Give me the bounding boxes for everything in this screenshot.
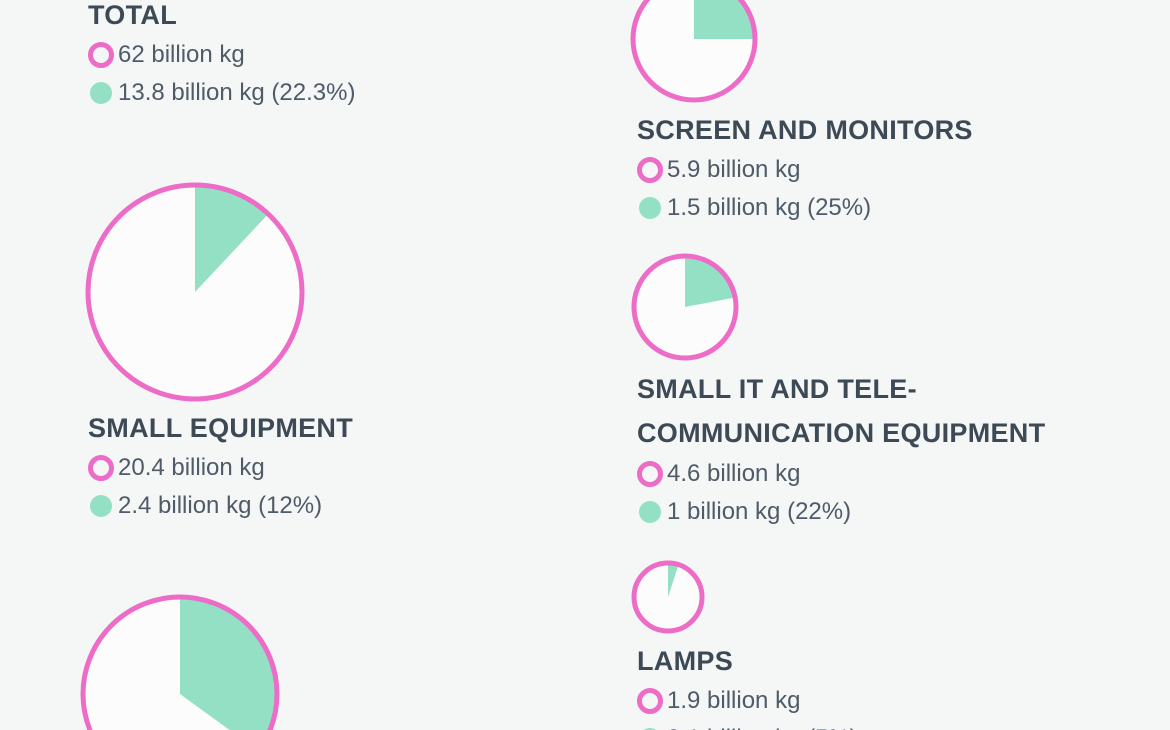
section-title-small-it: SMALL IT AND TELE- COMMUNICATION EQUIPME… xyxy=(637,374,1046,448)
recycled-dot-icon xyxy=(88,80,114,106)
lamps-pie-chart xyxy=(631,560,705,634)
small-it-pie-chart xyxy=(631,253,739,361)
section-screens: SCREEN AND MONITORS 5.9 billion kg 1.5 b… xyxy=(637,115,973,227)
recycled-dot-icon xyxy=(637,499,663,525)
generated-ring-icon xyxy=(88,455,114,481)
generated-ring-icon xyxy=(637,461,663,487)
legend-row-generated: 62 billion kg xyxy=(88,36,355,74)
recycled-value: 13.8 billion kg (22.3%) xyxy=(118,79,356,106)
legend-row-generated: 1.9 billion kg xyxy=(637,682,858,720)
recycled-value: 0.1 billion kg (5%) xyxy=(667,725,858,730)
section-total: TOTAL 62 billion kg 13.8 billion kg (22.… xyxy=(88,0,355,112)
legend-row-recycled: 0.1 billion kg (5%) xyxy=(637,720,858,730)
generated-value: 4.6 billion kg xyxy=(667,460,801,487)
legend-total: 62 billion kg 13.8 billion kg (22.3%) xyxy=(88,36,355,112)
recycled-dot-icon xyxy=(637,726,663,730)
recycled-value: 1.5 billion kg (25%) xyxy=(667,194,872,221)
recycled-dot-icon xyxy=(637,195,663,221)
legend-row-generated: 5.9 billion kg xyxy=(637,151,973,189)
legend-lamps: 1.9 billion kg 0.1 billion kg (5%) xyxy=(637,682,858,730)
generated-value: 5.9 billion kg xyxy=(667,156,801,183)
legend-row-recycled: 1.5 billion kg (25%) xyxy=(637,189,973,227)
legend-row-recycled: 2.4 billion kg (12%) xyxy=(88,487,353,525)
legend-row-recycled: 1 billion kg (22%) xyxy=(637,493,1045,531)
generated-value: 62 billion kg xyxy=(118,41,245,68)
section-small-it: SMALL IT AND TELE- COMMUNICATION EQUIPME… xyxy=(637,367,1045,531)
generated-value: 20.4 billion kg xyxy=(118,454,265,481)
small-equipment-pie-chart xyxy=(85,182,305,402)
legend-small-it: 4.6 billion kg 1 billion kg (22%) xyxy=(637,455,1045,531)
partial-bottom-left-pie-chart xyxy=(80,594,280,730)
legend-row-generated: 4.6 billion kg xyxy=(637,455,1045,493)
legend-row-generated: 20.4 billion kg xyxy=(88,449,353,487)
section-title-total: TOTAL xyxy=(88,0,177,30)
legend-small-equipment: 20.4 billion kg 2.4 billion kg (12%) xyxy=(88,449,353,525)
legend-row-recycled: 13.8 billion kg (22.3%) xyxy=(88,74,355,112)
section-lamps: LAMPS 1.9 billion kg 0.1 billion kg (5%) xyxy=(637,646,858,730)
recycled-value: 2.4 billion kg (12%) xyxy=(118,492,323,519)
generated-ring-icon xyxy=(637,157,663,183)
legend-screens: 5.9 billion kg 1.5 billion kg (25%) xyxy=(637,151,973,227)
generated-value: 1.9 billion kg xyxy=(667,687,801,714)
recycled-dot-icon xyxy=(88,493,114,519)
generated-ring-icon xyxy=(637,688,663,714)
screens-and-monitors-pie-chart xyxy=(630,0,758,103)
recycled-value: 1 billion kg (22%) xyxy=(667,498,852,525)
section-title-small-equipment: SMALL EQUIPMENT xyxy=(88,413,354,443)
section-title-lamps: LAMPS xyxy=(637,646,733,676)
section-title-screens: SCREEN AND MONITORS xyxy=(637,115,973,145)
generated-ring-icon xyxy=(88,42,114,68)
section-small-equipment: SMALL EQUIPMENT 20.4 billion kg 2.4 bill… xyxy=(88,413,353,525)
